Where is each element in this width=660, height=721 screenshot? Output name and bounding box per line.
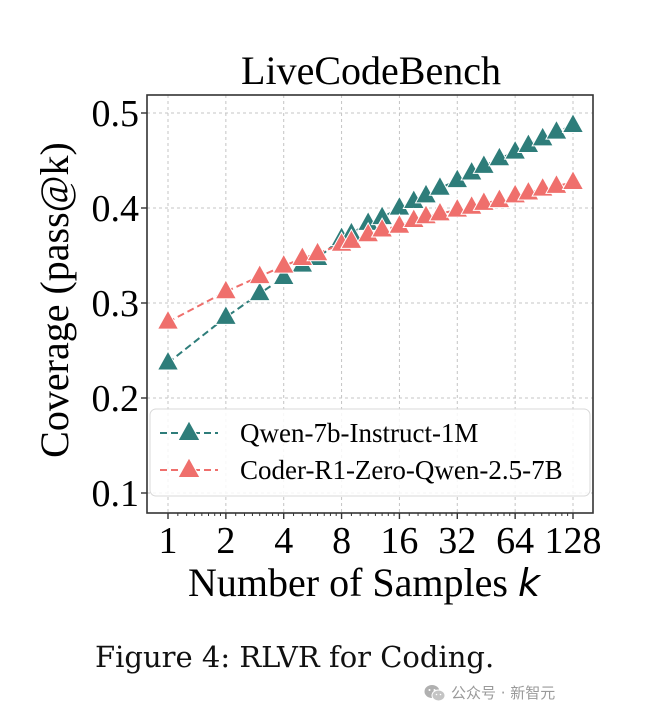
data-point: [388, 213, 411, 234]
data-point: [488, 145, 511, 167]
data-point: [428, 175, 452, 196]
x-axis-ticks: 1 2 4 8 16 32 64 128: [159, 513, 602, 562]
x-tick-label: 32: [438, 520, 476, 562]
data-point: [545, 173, 568, 194]
data-point: [561, 112, 585, 134]
data-point: [156, 350, 180, 371]
x-axis-label-variable: k: [518, 561, 542, 605]
chart: LiveCodeBench 1 2 4 8 16 32 64 128 0.1 0.2 0.3 0.4…: [32, 48, 602, 605]
data-point: [370, 217, 394, 238]
x-axis-label-text: Number of Samples: [188, 560, 508, 605]
wechat-icon: [424, 684, 446, 701]
x-tick-label: 64: [496, 520, 534, 562]
data-point: [248, 263, 272, 285]
x-axis-label: Number of Samples k: [188, 560, 542, 605]
data-point: [272, 264, 296, 286]
data-point: [340, 228, 363, 249]
series-markers: [156, 112, 585, 371]
series-lines: [167, 124, 574, 364]
y-tick-label: 0.2: [92, 378, 140, 420]
data-point: [214, 278, 238, 300]
plot-frame: [146, 94, 594, 514]
x-tick-label: 128: [545, 520, 602, 562]
data-point: [214, 304, 238, 325]
legend: Qwen-7b-Instruct-1M Coder-R1-Zero-Qwen-2.…: [149, 408, 591, 497]
data-point: [561, 169, 585, 191]
chart-title: LiveCodeBench: [241, 48, 501, 93]
series-line-0: [167, 124, 574, 364]
data-point: [156, 309, 180, 330]
data-point: [472, 190, 496, 211]
legend-label: Coder-R1-Zero-Qwen-2.5-7B: [240, 455, 563, 485]
legend-box: [149, 408, 591, 497]
legend-label: Qwen-7b-Instruct-1M: [240, 418, 478, 448]
data-point: [428, 200, 452, 222]
watermark: 公众号 · 新智元: [424, 682, 555, 703]
x-tick-label: 16: [380, 520, 418, 562]
data-point: [248, 280, 272, 302]
data-point: [472, 153, 496, 174]
y-axis-label: Coverage (pass@k): [32, 142, 77, 458]
x-tick-label: 2: [216, 520, 235, 562]
x-tick-label: 1: [159, 520, 178, 562]
data-point: [272, 253, 296, 274]
data-point: [306, 240, 329, 262]
x-tick-label: 4: [274, 520, 293, 562]
watermark-text: 公众号 · 新智元: [451, 684, 556, 702]
y-tick-label: 0.5: [92, 93, 140, 135]
figure-caption: Figure 4: RLVR for Coding.: [95, 640, 495, 674]
y-axis-ticks: 0.1 0.2 0.3 0.4 0.5: [92, 93, 147, 515]
legend-marker: [177, 419, 201, 442]
data-point: [545, 119, 568, 140]
legend-marker: [177, 456, 201, 479]
y-tick-label: 0.1: [92, 473, 140, 515]
y-tick-label: 0.3: [92, 283, 140, 325]
y-tick-label: 0.4: [92, 188, 140, 230]
x-tick-label: 8: [332, 520, 351, 562]
